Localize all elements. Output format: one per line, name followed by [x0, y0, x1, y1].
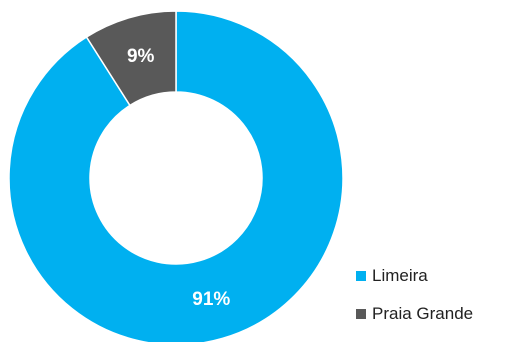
slice-label-praia-grande: 9%: [127, 46, 155, 67]
donut-slice-labels: 91% 9%: [127, 46, 230, 310]
legend-label-praia-grande: Praia Grande: [372, 304, 474, 323]
legend-swatch-praia-grande: [356, 309, 366, 319]
slice-label-limeira: 91%: [192, 289, 230, 310]
legend-item-limeira: Limeira: [356, 266, 473, 286]
donut-slices: [8, 10, 344, 342]
legend-item-praia-grande: Praia Grande: [356, 304, 473, 324]
slice-praia-grande: [85, 10, 177, 107]
slice-limeira: [8, 10, 344, 342]
legend-label-limeira: Limeira: [372, 266, 428, 285]
legend-swatch-limeira: [356, 271, 366, 281]
chart-legend: Limeira Praia Grande: [356, 266, 473, 342]
